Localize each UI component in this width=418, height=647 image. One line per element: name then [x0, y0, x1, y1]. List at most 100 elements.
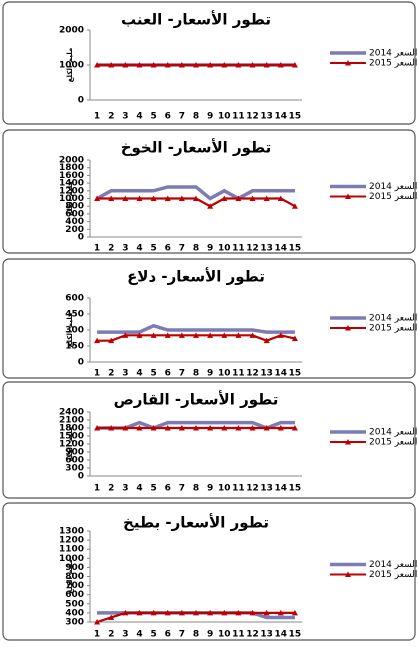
x-tick-label: 9	[207, 244, 213, 254]
x-tick-label: 2	[108, 369, 114, 379]
y-tick-label: 300	[65, 464, 84, 474]
x-tick-label: 15	[289, 369, 302, 379]
y-tick-label: 1000	[59, 61, 84, 71]
x-tick-label: 4	[136, 369, 142, 379]
x-tick-label: 9	[207, 112, 213, 122]
marker	[221, 195, 228, 201]
x-tick-label: 15	[289, 630, 302, 640]
marker	[291, 62, 298, 68]
marker	[263, 195, 270, 201]
legend-label: 2015 السعر	[369, 570, 417, 580]
x-tick-label: 11	[232, 369, 245, 379]
x-tick-label: 14	[275, 484, 288, 494]
marker	[249, 195, 256, 201]
chart-title: تطور الأسعار- دلاع	[127, 268, 265, 286]
x-tick-label: 2	[108, 112, 114, 122]
legend-label: 2014 السعر	[369, 49, 417, 59]
x-tick-label: 1	[94, 484, 100, 494]
x-tick-label: 14	[275, 630, 288, 640]
marker	[94, 619, 101, 625]
marker	[136, 425, 143, 431]
marker	[291, 425, 298, 431]
x-tick-label: 1	[94, 630, 100, 640]
x-tick-label: 5	[150, 244, 156, 254]
x-tick-label: 13	[260, 244, 273, 254]
x-tick-label: 2	[108, 244, 114, 254]
y-tick-label: 0	[78, 472, 84, 482]
marker	[108, 62, 115, 68]
x-tick-label: 8	[193, 112, 199, 122]
y-tick-label: 2000	[59, 26, 84, 36]
marker	[277, 62, 284, 68]
y-tick-label: 900	[65, 563, 84, 573]
y-tick-label: 600	[65, 590, 84, 600]
marker	[94, 425, 101, 431]
y-tick-label: 1000	[59, 554, 84, 564]
panel	[2, 502, 416, 641]
marker	[207, 332, 214, 338]
y-tick-label: 600	[65, 456, 84, 466]
x-tick-label: 11	[232, 630, 245, 640]
y-tick-label: 1800	[59, 163, 84, 173]
legend-label: 2014 السعر	[369, 314, 417, 324]
x-tick-label: 7	[179, 369, 185, 379]
marker	[94, 337, 101, 344]
marker	[178, 332, 185, 338]
marker	[164, 332, 171, 338]
x-tick-label: 4	[136, 112, 142, 122]
marker	[150, 609, 157, 616]
marker	[178, 425, 185, 431]
marker	[263, 337, 270, 344]
marker	[235, 195, 242, 201]
x-tick-label: 2	[108, 630, 114, 640]
marker	[164, 62, 171, 68]
y-tick-label: 2100	[59, 416, 84, 426]
y-axis-label: مليم الكلغ	[66, 48, 74, 83]
marker	[263, 609, 270, 616]
x-tick-label: 5	[150, 484, 156, 494]
y-axis-label: مليم الكلغ	[66, 181, 74, 216]
x-tick-label: 1	[94, 369, 100, 379]
x-tick-label: 7	[179, 484, 185, 494]
marker	[235, 609, 242, 616]
x-tick-label: 12	[246, 112, 259, 122]
marker	[164, 195, 171, 201]
legend-label: 2015 السعر	[369, 192, 417, 202]
marker	[221, 62, 228, 68]
marker	[221, 609, 228, 616]
x-tick-label: 3	[122, 484, 128, 494]
chart-title: تطور الأسعار- بطيخ	[123, 514, 269, 532]
legend-marker	[345, 325, 351, 331]
y-tick-label: 1000	[59, 194, 84, 204]
marker	[277, 609, 284, 616]
x-tick-label: 11	[232, 484, 245, 494]
marker	[193, 195, 199, 201]
y-axis-label: مليم الكلغ	[66, 427, 74, 462]
y-axis-label: مليم الكلغ	[66, 559, 74, 594]
legend-marker	[345, 193, 351, 199]
y-tick-label: 700	[65, 581, 84, 591]
series-line	[96, 185, 295, 201]
marker	[193, 425, 199, 431]
marker	[150, 195, 157, 201]
x-tick-label: 5	[150, 369, 156, 379]
y-tick-label: 1300	[59, 527, 84, 537]
y-tick-label: 0	[78, 233, 84, 243]
y-tick-label: 450	[65, 310, 84, 320]
panel	[2, 129, 416, 254]
marker	[221, 425, 228, 431]
legend-label: 2014 السعر	[369, 182, 417, 192]
x-tick-label: 10	[218, 369, 231, 379]
x-tick-label: 10	[218, 244, 231, 254]
marker	[249, 609, 256, 616]
y-tick-label: 1200	[59, 186, 84, 196]
marker	[235, 332, 242, 338]
marker	[136, 609, 143, 616]
marker	[164, 609, 171, 616]
marker	[136, 332, 143, 338]
marker	[108, 195, 115, 201]
marker	[136, 62, 143, 68]
x-tick-label: 6	[165, 484, 171, 494]
legend-marker	[345, 439, 351, 445]
